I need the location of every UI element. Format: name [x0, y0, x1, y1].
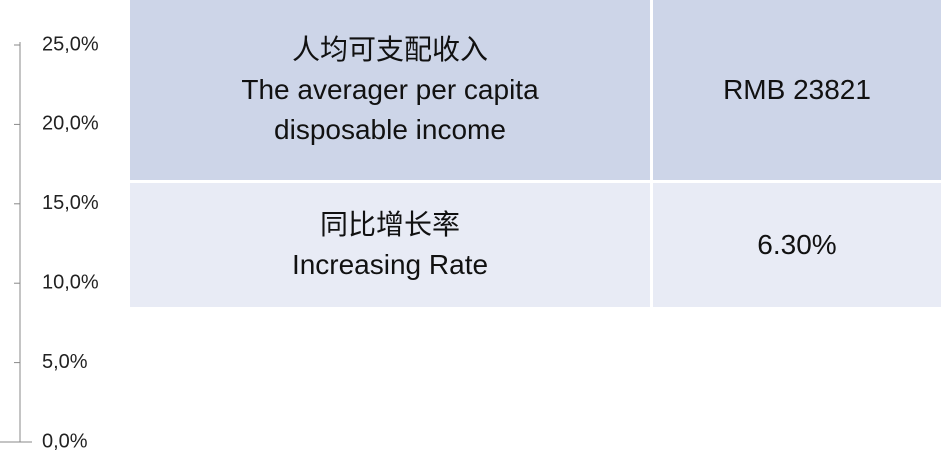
- cell-text: disposable income: [274, 114, 506, 145]
- cell-text: 同比增长率: [319, 209, 460, 240]
- table-cell: 人均可支配收入 The averager per capita disposable…: [130, 0, 650, 180]
- y-tick-label: 25,0%: [42, 33, 99, 55]
- y-tick-label: 20,0%: [42, 113, 99, 135]
- cell-text: RMB 23821: [723, 74, 871, 105]
- cell-text: 人均可支配收入: [291, 34, 488, 65]
- table-cell: 6.30%: [653, 183, 941, 307]
- table-cell: RMB 23821: [653, 0, 941, 180]
- y-tick-label: 10,0%: [42, 271, 99, 293]
- cell-text: 6.30%: [757, 229, 837, 260]
- y-tick-label: 0,0%: [42, 430, 88, 452]
- cell-text: Increasing Rate: [291, 249, 489, 280]
- cell-text: The averager per capita: [241, 74, 539, 105]
- y-tick-label: 15,0%: [42, 192, 99, 214]
- y-tick-label: 5,0%: [42, 351, 88, 373]
- table-cell: 同比增长率 Increasing Rate: [130, 183, 650, 307]
